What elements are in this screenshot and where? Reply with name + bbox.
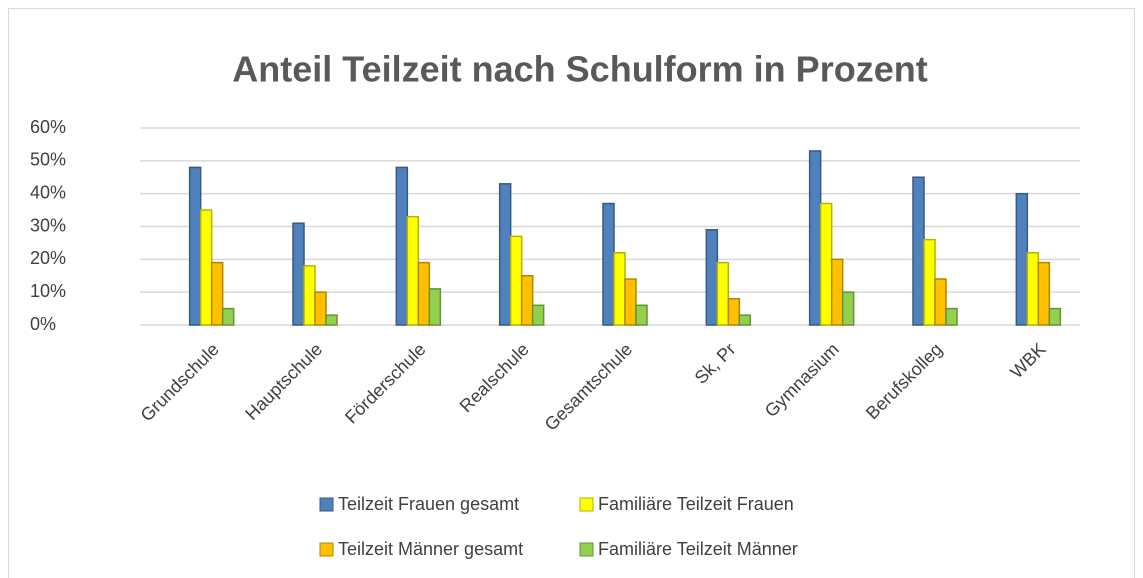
bar bbox=[303, 265, 316, 326]
bar bbox=[819, 202, 833, 326]
chart-border bbox=[8, 8, 1135, 578]
legend-label: Familiäre Teilzeit Frauen bbox=[598, 494, 794, 514]
bar bbox=[520, 275, 534, 326]
bar bbox=[210, 261, 224, 326]
bar bbox=[1015, 192, 1029, 326]
bar bbox=[934, 278, 947, 326]
bar bbox=[613, 252, 626, 326]
chart-title: Anteil Teilzeit nach Schulform in Prozen… bbox=[232, 49, 927, 90]
legend-swatch bbox=[319, 542, 334, 557]
bar bbox=[602, 202, 615, 326]
bar bbox=[841, 291, 855, 326]
y-tick-label: 20% bbox=[30, 248, 66, 268]
bar bbox=[395, 166, 409, 326]
legend-label: Teilzeit Frauen gesamt bbox=[338, 494, 519, 514]
y-tick-label: 10% bbox=[30, 281, 66, 301]
bar bbox=[428, 288, 442, 326]
bar bbox=[325, 314, 338, 326]
y-tick-label: 50% bbox=[30, 150, 66, 170]
bar bbox=[188, 166, 202, 326]
legend-label: Familiäre Teilzeit Männer bbox=[598, 539, 798, 559]
bar bbox=[727, 297, 741, 326]
legend-label: Teilzeit Männer gesamt bbox=[338, 539, 523, 559]
bar bbox=[531, 304, 545, 326]
legend-swatch bbox=[579, 542, 594, 557]
y-tick-label: 60% bbox=[30, 117, 66, 137]
bar bbox=[417, 261, 431, 326]
bar bbox=[945, 307, 958, 326]
y-tick-label: 40% bbox=[30, 182, 66, 202]
bar bbox=[314, 291, 327, 326]
bar bbox=[635, 304, 648, 326]
bar bbox=[498, 183, 512, 326]
legend-swatch bbox=[579, 497, 594, 512]
bar bbox=[509, 235, 523, 326]
bar bbox=[1026, 252, 1040, 326]
bar bbox=[199, 209, 213, 326]
bar bbox=[716, 261, 730, 326]
y-tick-label: 30% bbox=[30, 215, 66, 235]
bar bbox=[738, 314, 752, 326]
bar bbox=[808, 150, 822, 326]
bar bbox=[705, 229, 719, 326]
bar bbox=[923, 238, 936, 326]
bar bbox=[912, 176, 925, 326]
bar bbox=[830, 258, 844, 326]
y-tick-label: 0% bbox=[30, 314, 56, 334]
bar bbox=[406, 215, 420, 326]
bar bbox=[221, 307, 235, 326]
bar bbox=[1048, 307, 1062, 326]
legend-swatch bbox=[319, 497, 334, 512]
bar bbox=[624, 278, 637, 326]
bar bbox=[292, 222, 305, 326]
bar bbox=[1037, 261, 1051, 326]
